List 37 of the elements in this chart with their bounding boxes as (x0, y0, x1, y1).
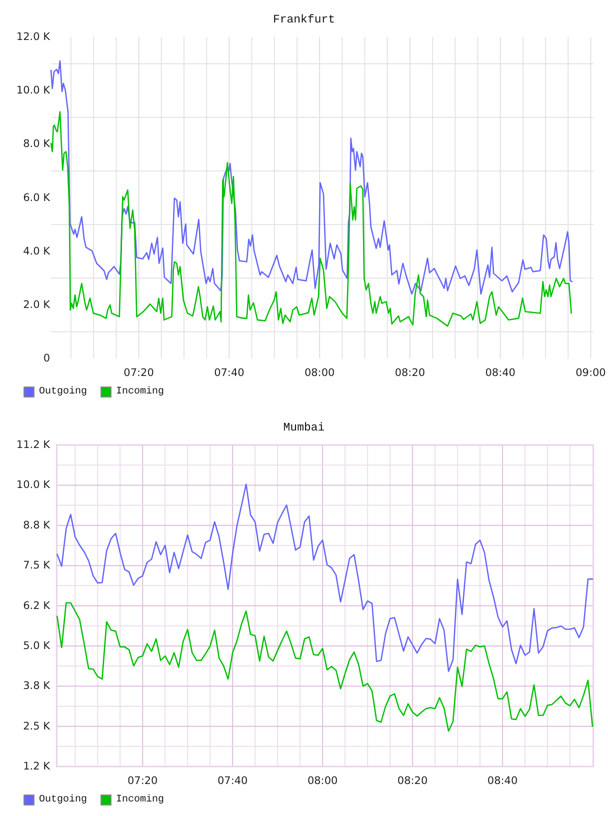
y-tick-label: 5.0 K (23, 640, 52, 652)
chart-title: Mumbai (283, 422, 325, 434)
x-tick-label: 07:40 (217, 775, 248, 787)
line-series (56, 484, 594, 672)
y-tick-label: 1.2 K (23, 760, 52, 772)
y-tick-label: 2.0 K (23, 298, 52, 311)
legend-label: Outgoing (39, 386, 88, 398)
line-series (56, 602, 594, 732)
y-tick-label: 10.0 K (16, 84, 52, 97)
line-series (50, 60, 573, 295)
x-tick-label: 08:40 (487, 775, 518, 787)
line-series (50, 111, 572, 327)
y-tick-label: 12.0 K (16, 31, 52, 43)
x-tick-label: 08:00 (307, 775, 338, 787)
x-tick-label: 08:20 (394, 367, 426, 379)
chart-title: Frankfurt (272, 14, 336, 26)
y-tick-label: 6.0 K (23, 192, 52, 204)
y-tick-label: 0 (43, 352, 50, 364)
x-tick-label: 08:20 (397, 775, 428, 787)
y-tick-label: 8.8 K (23, 519, 52, 532)
x-tick-label: 08:00 (304, 367, 335, 379)
y-tick-label: 7.5 K (23, 560, 52, 572)
y-tick-label: 3.8 K (23, 680, 52, 692)
y-tick-label: 8.0 K (23, 138, 52, 150)
x-tick-label: 07:40 (214, 367, 244, 379)
x-tick-label: 07:20 (124, 367, 154, 379)
y-tick-label: 4.0 K (23, 245, 52, 258)
y-tick-label: 10.0 K (16, 479, 52, 492)
y-tick-label: 2.5 K (23, 720, 52, 732)
y-tick-label: 11.2 K (16, 439, 52, 451)
x-tick-label: 09:00 (576, 367, 606, 379)
x-tick-label: 08:40 (485, 367, 516, 379)
legend-label: Outgoing (39, 794, 88, 806)
legend-label: Incoming (116, 794, 164, 806)
x-tick-label: 07:20 (127, 775, 158, 787)
legend-label: Incoming (116, 386, 164, 398)
y-tick-label: 6.2 K (23, 600, 52, 612)
